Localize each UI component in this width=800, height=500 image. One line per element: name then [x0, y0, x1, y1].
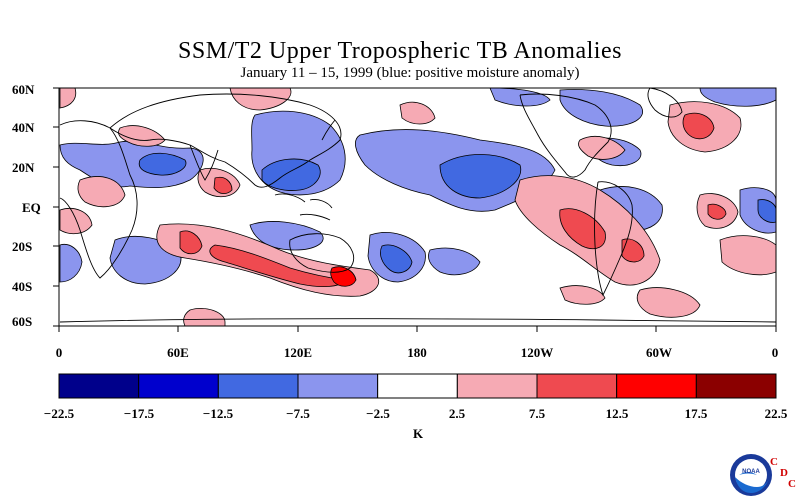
red-anomaly-region: [229, 88, 292, 111]
colorbar-label: 2.5: [448, 406, 466, 421]
cdc-letter: C: [788, 478, 796, 490]
lon-label: 60W: [646, 345, 672, 360]
lon-label: 60E: [167, 345, 189, 360]
red-anomaly-region: [209, 244, 346, 288]
red-anomaly-region: [682, 112, 715, 140]
colorbar-segment: [297, 373, 379, 399]
red-anomaly-region: [707, 203, 727, 220]
red-anomaly-region: [636, 287, 701, 318]
coastline-indonesia: [274, 193, 333, 221]
blue-anomaly-region: [138, 152, 187, 176]
red-anomaly-region: [77, 176, 126, 208]
colorbar-label: −7.5: [286, 406, 310, 421]
map-subtitle: January 11 – 15, 1999 (blue: positive mo…: [240, 65, 580, 81]
blue-anomaly-region: [261, 158, 321, 191]
blue-anomaly-region: [439, 154, 522, 199]
coastline-india: [189, 144, 219, 181]
cdc-letter: C: [770, 456, 778, 468]
red-anomaly-region: [559, 208, 606, 249]
coastline-greenland: [647, 88, 683, 118]
colorbar-segment: [695, 373, 777, 399]
blue-anomaly-region: [428, 247, 481, 276]
blue-anomaly-region: [699, 88, 776, 107]
colorbar-label: −12.5: [202, 406, 234, 421]
lat-label: 60S: [12, 314, 33, 329]
lon-label: 120W: [520, 345, 554, 360]
lat-label: 60N: [12, 82, 35, 97]
colorbar: [58, 373, 777, 399]
colorbar-segment: [217, 373, 299, 399]
blue-anomaly-region: [757, 199, 776, 223]
red-anomaly-region: [179, 230, 203, 255]
colorbar-units: K: [412, 426, 424, 441]
colorbar-label: −2.5: [366, 406, 390, 421]
coastline-eurasia: [109, 93, 342, 188]
red-anomaly-region: [399, 101, 436, 125]
coastlines: [59, 88, 776, 323]
colorbar-segment: [58, 373, 140, 399]
red-anomaly-region: [719, 235, 776, 276]
red-anomaly-region: [330, 266, 357, 287]
lat-label: 20N: [12, 160, 35, 175]
blue-anomaly-region: [559, 89, 643, 127]
lat-label: 40S: [12, 279, 33, 294]
red-anomaly-region: [213, 176, 233, 194]
coastline-australia: [289, 233, 354, 273]
red-anomaly-region: [183, 307, 226, 326]
coastline-antarctica: [59, 318, 776, 323]
lat-label: 20S: [12, 239, 33, 254]
colorbar-segment: [456, 373, 538, 399]
coastline-japan: [321, 119, 336, 141]
red-anomaly-region: [621, 238, 645, 263]
coastline-north-america: [519, 93, 612, 178]
colorbar-label: 17.5: [684, 406, 708, 421]
colorbar-segment: [536, 373, 618, 399]
lon-label: 120E: [283, 345, 313, 360]
colorbar-label: −22.5: [43, 406, 75, 421]
colorbar-segment: [616, 373, 697, 399]
colorbar-label: 7.5: [528, 406, 546, 421]
blue-anomaly-region: [380, 244, 413, 274]
cdc-letter: D: [780, 467, 788, 479]
blue-anomaly-region: [59, 243, 83, 283]
noaa-logo-icon: NOAA: [730, 454, 772, 496]
red-anomaly-region: [59, 208, 93, 235]
coastline-south-america: [594, 181, 633, 297]
red-anomaly-region: [559, 285, 606, 305]
blue-anomaly-region: [59, 140, 204, 189]
lon-label: 0: [55, 345, 63, 360]
colorbar-segment: [138, 373, 219, 399]
red-anomaly-region: [118, 125, 166, 147]
axis-ticks: [53, 87, 777, 332]
lat-label: 40N: [12, 120, 35, 135]
anomaly-fields: [59, 88, 776, 326]
colorbar-segment: [377, 373, 458, 399]
colorbar-label: −17.5: [123, 406, 155, 421]
lon-label: 180: [407, 345, 427, 360]
colorbar-label: 22.5: [764, 406, 788, 421]
colorbar-label: 12.5: [605, 406, 629, 421]
map-title: SSM/T2 Upper Tropospheric TB Anomalies: [178, 38, 622, 64]
lat-label: EQ: [22, 200, 41, 215]
lon-label: 0: [771, 345, 779, 360]
svg-text:NOAA: NOAA: [742, 469, 760, 475]
